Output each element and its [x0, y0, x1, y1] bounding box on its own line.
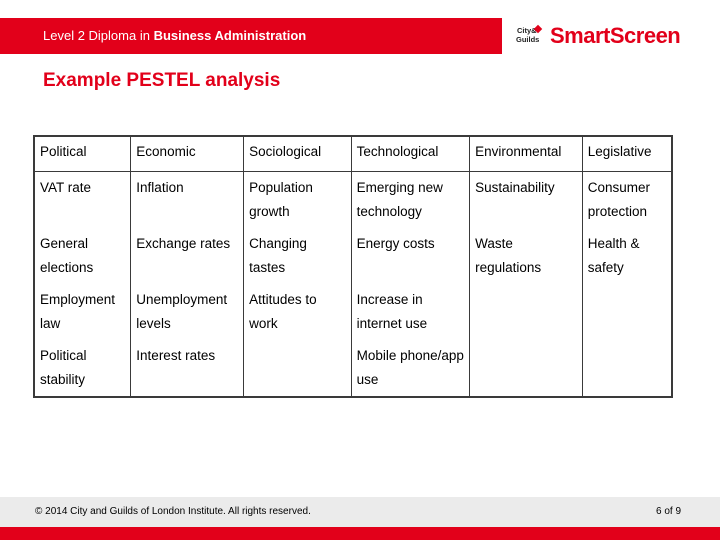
table-cell	[243, 340, 352, 397]
footer-bar	[0, 497, 720, 527]
table-cell	[469, 340, 583, 397]
course-title: Level 2 Diploma in Business Administrati…	[43, 28, 306, 43]
copyright-notice: © 2014 City and Guilds of London Institu…	[35, 506, 311, 517]
smartscreen-logo: City& Guilds SmartScreen	[516, 23, 681, 48]
table-cell: Employment law	[33, 284, 132, 340]
table-row: Political stability Interest rates Mobil…	[33, 340, 673, 397]
table-cell: Changing tastes	[243, 228, 352, 284]
table-cell: Inflation	[130, 171, 245, 228]
table-row: VAT rate Inflation Population growth Eme…	[33, 171, 673, 228]
logo-wordmark: SmartScreen	[550, 23, 681, 48]
table-cell	[581, 284, 673, 340]
course-title-prefix: Level 2 Diploma in	[43, 28, 154, 43]
table-cell: Population growth	[243, 171, 352, 228]
table-cell: Attitudes to work	[243, 284, 352, 340]
table-cell: Emerging new technology	[350, 171, 471, 228]
footer-stripe	[0, 527, 720, 540]
table-cell: Exchange rates	[130, 228, 245, 284]
column-header: Economic	[130, 136, 245, 172]
table-cell	[469, 284, 583, 340]
table-cell: Waste regulations	[469, 228, 583, 284]
column-header: Legislative	[581, 136, 673, 172]
course-title-bold: Business Administration	[153, 28, 307, 43]
table-cell	[581, 340, 673, 397]
table-cell: Increase in internet use	[350, 284, 471, 340]
slide-title: Example PESTEL analysis	[43, 70, 281, 91]
column-header: Environmental	[469, 136, 583, 172]
table-cell: Mobile phone/app use	[350, 340, 471, 397]
table-row: Employment law Unemployment levels Attit…	[33, 284, 673, 340]
table-cell: Health & safety	[581, 228, 673, 284]
table-cell: Political stability	[33, 340, 132, 397]
table-cell: Sustainability	[469, 171, 583, 228]
city-and-guilds-badge: City& Guilds	[516, 24, 543, 47]
badge-line-2: Guilds	[516, 35, 540, 44]
table-cell: Interest rates	[130, 340, 245, 397]
table-cell: VAT rate	[33, 171, 132, 228]
pestel-table: Political Economic Sociological Technolo…	[33, 135, 673, 398]
table-cell: General elections	[33, 228, 132, 284]
table-header-row: Political Economic Sociological Technolo…	[33, 136, 673, 172]
column-header: Technological	[350, 136, 471, 172]
column-header: Sociological	[243, 136, 352, 172]
column-header: Political	[33, 136, 132, 172]
table-cell: Unemployment levels	[130, 284, 245, 340]
table-row: General elections Exchange rates Changin…	[33, 228, 673, 284]
badge-line-1: City&	[517, 26, 537, 35]
header-bar	[0, 18, 502, 54]
table-cell: Consumer protection	[581, 171, 673, 228]
table-cell: Energy costs	[350, 228, 471, 284]
page-number: 6 of 9	[656, 506, 682, 517]
